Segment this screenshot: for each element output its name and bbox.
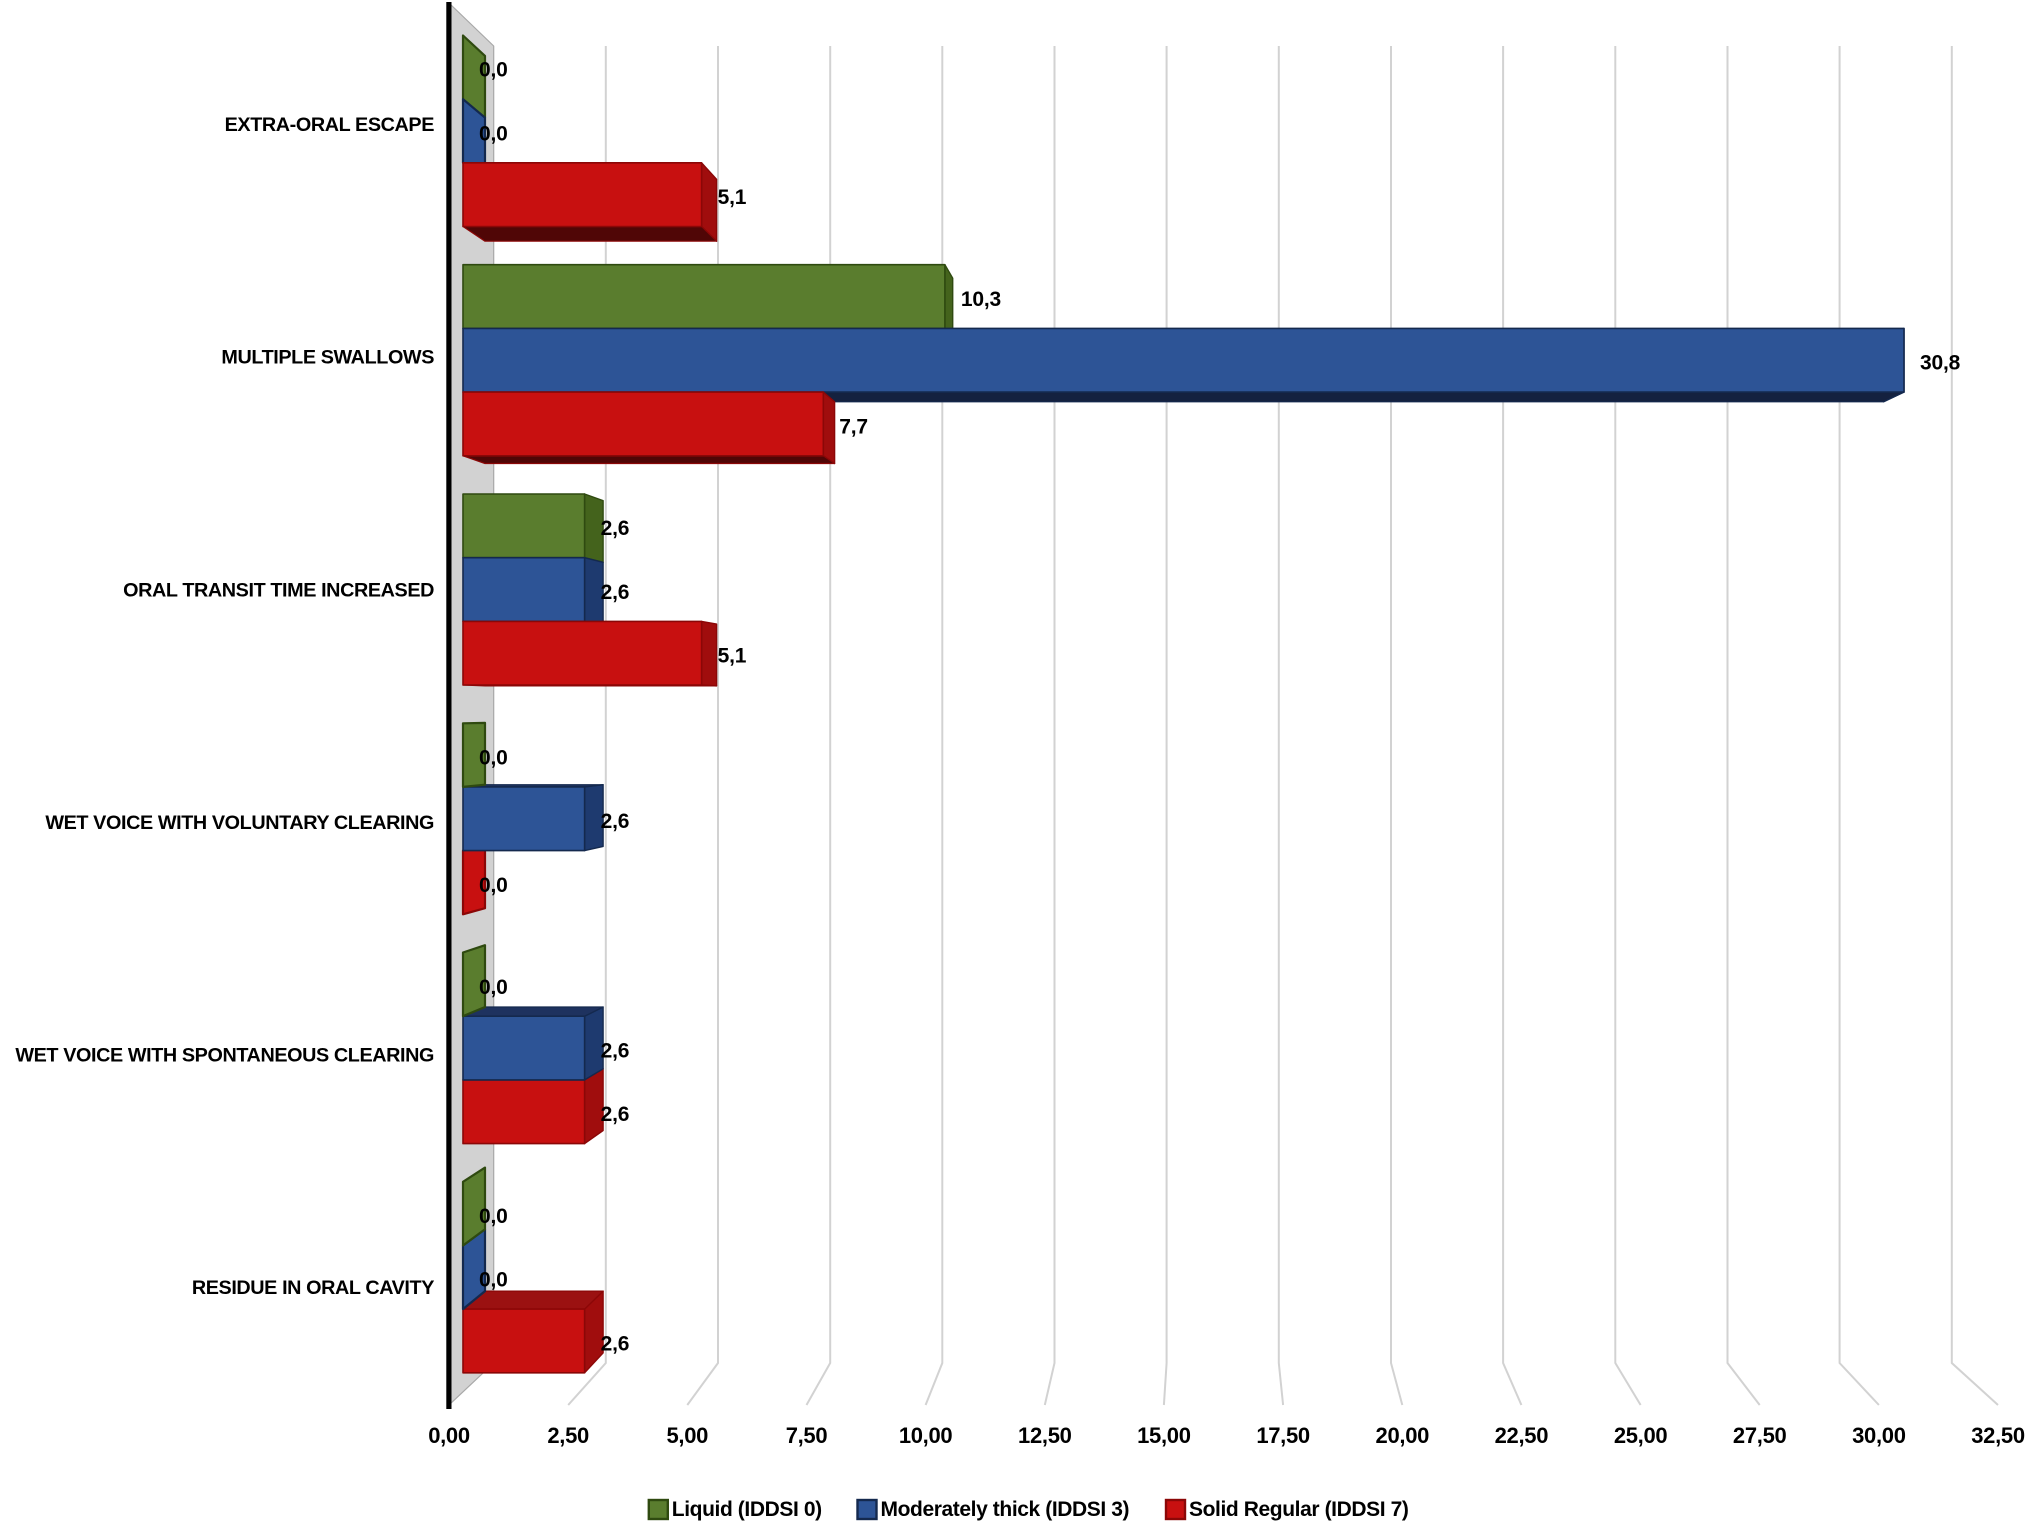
- svg-text:12,50: 12,50: [1018, 1423, 1072, 1448]
- svg-text:2,50: 2,50: [547, 1423, 589, 1448]
- svg-text:17,50: 17,50: [1256, 1423, 1310, 1448]
- svg-text:2,6: 2,6: [601, 810, 630, 833]
- svg-text:2,6: 2,6: [601, 581, 630, 604]
- svg-text:EXTRA-ORAL ESCAPE: EXTRA-ORAL ESCAPE: [225, 114, 435, 136]
- svg-text:7,7: 7,7: [839, 415, 868, 438]
- svg-text:15,00: 15,00: [1137, 1423, 1191, 1448]
- svg-text:2,6: 2,6: [601, 517, 630, 540]
- svg-text:0,0: 0,0: [479, 976, 508, 999]
- svg-text:0,0: 0,0: [479, 122, 508, 145]
- svg-text:30,8: 30,8: [1920, 352, 1961, 375]
- svg-text:0,0: 0,0: [479, 747, 508, 770]
- svg-text:7,50: 7,50: [786, 1423, 828, 1448]
- svg-text:5,1: 5,1: [718, 645, 747, 668]
- svg-text:5,1: 5,1: [718, 186, 747, 209]
- svg-text:25,00: 25,00: [1614, 1423, 1668, 1448]
- svg-text:2,6: 2,6: [601, 1039, 630, 1062]
- svg-text:32,50: 32,50: [1971, 1423, 2025, 1448]
- svg-text:Solid Regular (IDDSI 7): Solid Regular (IDDSI 7): [1189, 1498, 1409, 1521]
- svg-text:20,00: 20,00: [1376, 1423, 1430, 1448]
- svg-text:0,0: 0,0: [479, 874, 508, 897]
- svg-text:WET VOICE WITH VOLUNTARY CLEAR: WET VOICE WITH VOLUNTARY CLEARING: [45, 812, 434, 834]
- svg-text:5,00: 5,00: [666, 1423, 708, 1448]
- svg-text:30,00: 30,00: [1852, 1423, 1906, 1448]
- svg-text:2,6: 2,6: [601, 1103, 630, 1126]
- svg-text:2,6: 2,6: [601, 1332, 630, 1355]
- svg-text:ORAL TRANSIT TIME INCREASED: ORAL TRANSIT TIME INCREASED: [123, 579, 434, 601]
- svg-text:10,00: 10,00: [899, 1423, 953, 1448]
- svg-text:0,00: 0,00: [428, 1423, 470, 1448]
- svg-text:27,50: 27,50: [1733, 1423, 1787, 1448]
- svg-text:22,50: 22,50: [1495, 1423, 1549, 1448]
- svg-text:RESIDUE IN ORAL CAVITY: RESIDUE IN ORAL CAVITY: [192, 1277, 434, 1299]
- svg-text:Liquid (IDDSI 0): Liquid (IDDSI 0): [672, 1498, 822, 1521]
- svg-text:0,0: 0,0: [479, 1205, 508, 1228]
- svg-text:0,0: 0,0: [479, 59, 508, 82]
- svg-text:Moderately thick (IDDSI 3): Moderately thick (IDDSI 3): [881, 1498, 1130, 1521]
- svg-text:10,3: 10,3: [961, 288, 1001, 311]
- svg-text:WET VOICE WITH SPONTANEOUS CLE: WET VOICE WITH SPONTANEOUS CLEARING: [15, 1045, 434, 1067]
- svg-text:MULTIPLE SWALLOWS: MULTIPLE SWALLOWS: [221, 347, 434, 369]
- svg-text:0,0: 0,0: [479, 1269, 508, 1292]
